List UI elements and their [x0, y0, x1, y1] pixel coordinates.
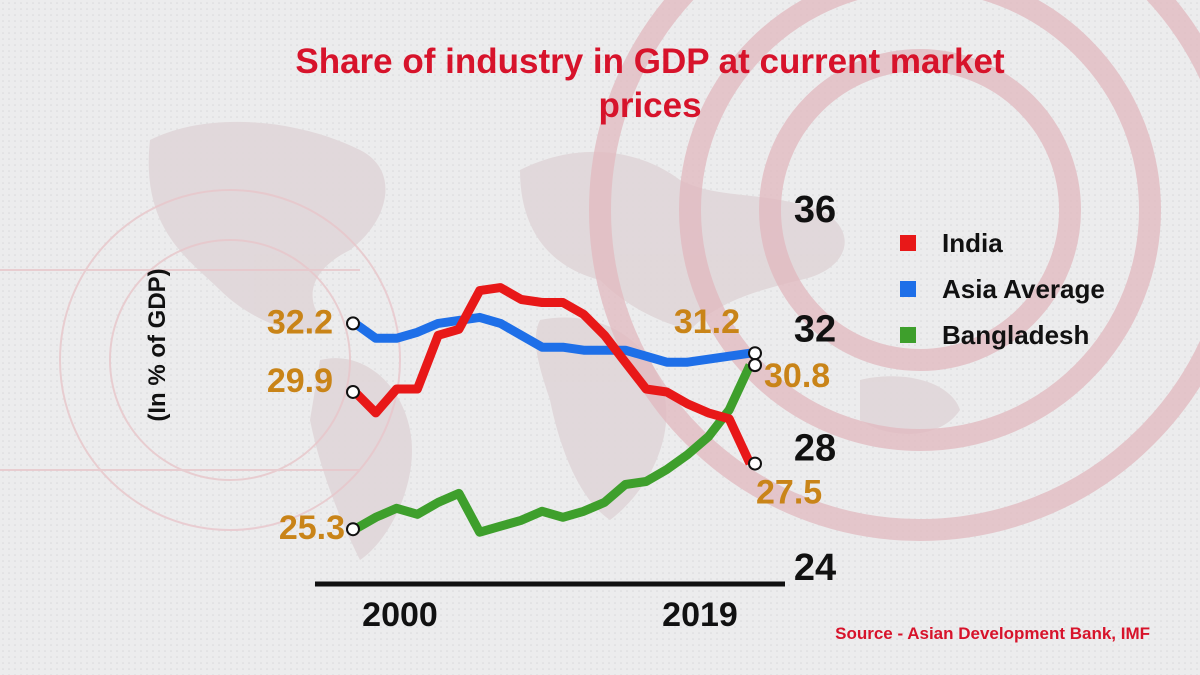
y-tick-label: 24 — [794, 547, 836, 589]
point-marker — [748, 358, 762, 373]
legend-label-asia-average: Asia Average — [942, 273, 1105, 304]
legend-label-bangladesh: Bangladesh — [942, 319, 1090, 350]
legend-swatch-india — [900, 235, 916, 251]
y-tick-label: 36 — [794, 189, 836, 231]
data-label: 25.3 — [279, 509, 345, 547]
point-marker — [346, 522, 360, 537]
data-label: 31.2 — [674, 303, 740, 341]
y-tick-label: 28 — [794, 428, 836, 470]
data-label: 30.8 — [764, 357, 830, 395]
chart-title: Share of industry in GDP at current mark… — [295, 42, 1005, 125]
y-tick-label: 32 — [794, 308, 836, 350]
legend-label-india: India — [942, 227, 1003, 258]
source-note: Source - Asian Development Bank, IMF — [835, 624, 1150, 643]
data-label: 29.9 — [267, 362, 333, 400]
legend: India Asia Average Bangladesh — [900, 220, 1105, 358]
decorative-circuit — [0, 189, 401, 531]
x-tick-label: 2019 — [662, 596, 738, 634]
legend-item-asia-average: Asia Average — [900, 266, 1105, 312]
data-label: 32.2 — [267, 303, 333, 341]
point-marker — [346, 384, 360, 399]
series-line-bangladesh — [352, 363, 755, 537]
legend-item-bangladesh: Bangladesh — [900, 312, 1105, 358]
legend-item-india: India — [900, 220, 1105, 266]
data-label: 27.5 — [756, 474, 822, 512]
legend-swatch-bangladesh — [900, 327, 916, 343]
point-marker — [346, 316, 360, 331]
x-tick-label: 2000 — [362, 596, 438, 634]
series-line-india — [351, 283, 755, 466]
point-marker — [748, 346, 762, 361]
legend-swatch-asia-average — [900, 281, 916, 297]
decorative-rings — [589, 0, 1200, 541]
series-line-asia-average — [352, 312, 751, 367]
point-marker — [748, 456, 762, 471]
